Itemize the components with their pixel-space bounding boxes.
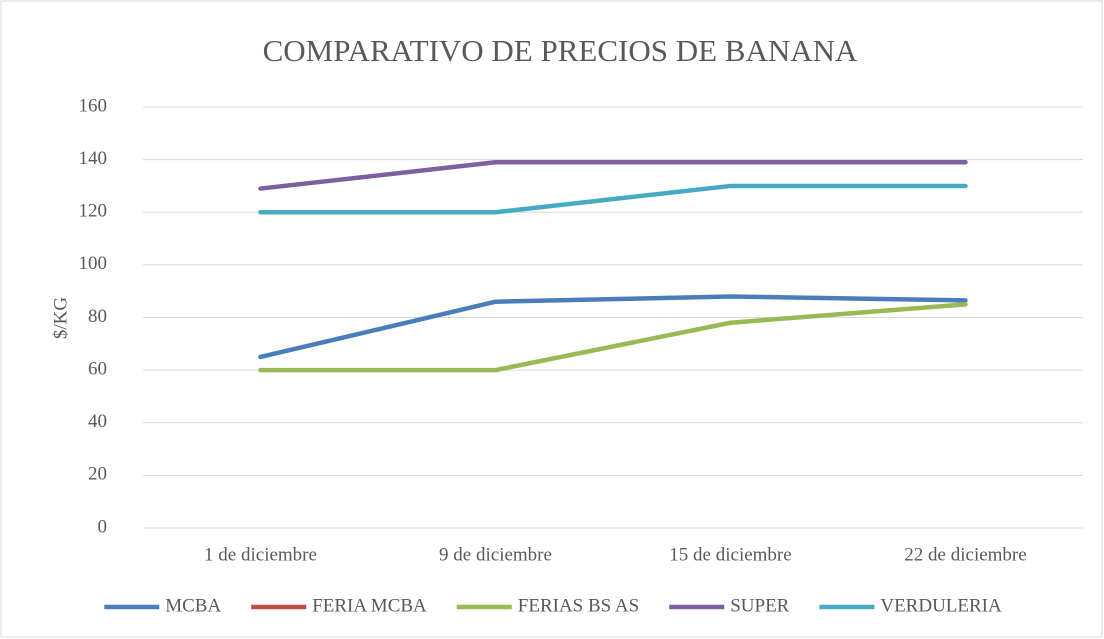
series-line: [258, 294, 968, 360]
y-tick-label: 0: [98, 516, 108, 537]
legend-label: VERDULERIA: [880, 595, 1002, 616]
x-tick-label: 9 de diciembre: [439, 544, 552, 565]
series-line: [258, 183, 968, 215]
series-line: [258, 160, 968, 191]
x-tick-label: 22 de diciembre: [904, 544, 1026, 565]
y-tick-label: 40: [88, 411, 107, 432]
y-tick-label: 60: [88, 358, 107, 379]
x-tick-label: 1 de diciembre: [204, 544, 317, 565]
legend-label: MCBA: [165, 595, 221, 616]
y-tick-label: 160: [79, 95, 108, 116]
legend-label: FERIAS BS AS: [518, 595, 639, 616]
y-tick-label: 120: [79, 201, 108, 222]
x-tick-label: 15 de diciembre: [669, 544, 791, 565]
y-tick-label: 80: [88, 306, 107, 327]
y-tick-label: 20: [88, 464, 107, 485]
chart-title: COMPARATIVO DE PRECIOS DE BANANA: [263, 33, 858, 68]
legend-label: FERIA MCBA: [312, 595, 427, 616]
y-tick-label: 100: [79, 253, 108, 274]
series-line: [258, 302, 968, 373]
y-axis-label: $/KG: [50, 297, 71, 340]
legend-label: SUPER: [730, 595, 789, 616]
y-tick-label: 140: [79, 148, 108, 169]
